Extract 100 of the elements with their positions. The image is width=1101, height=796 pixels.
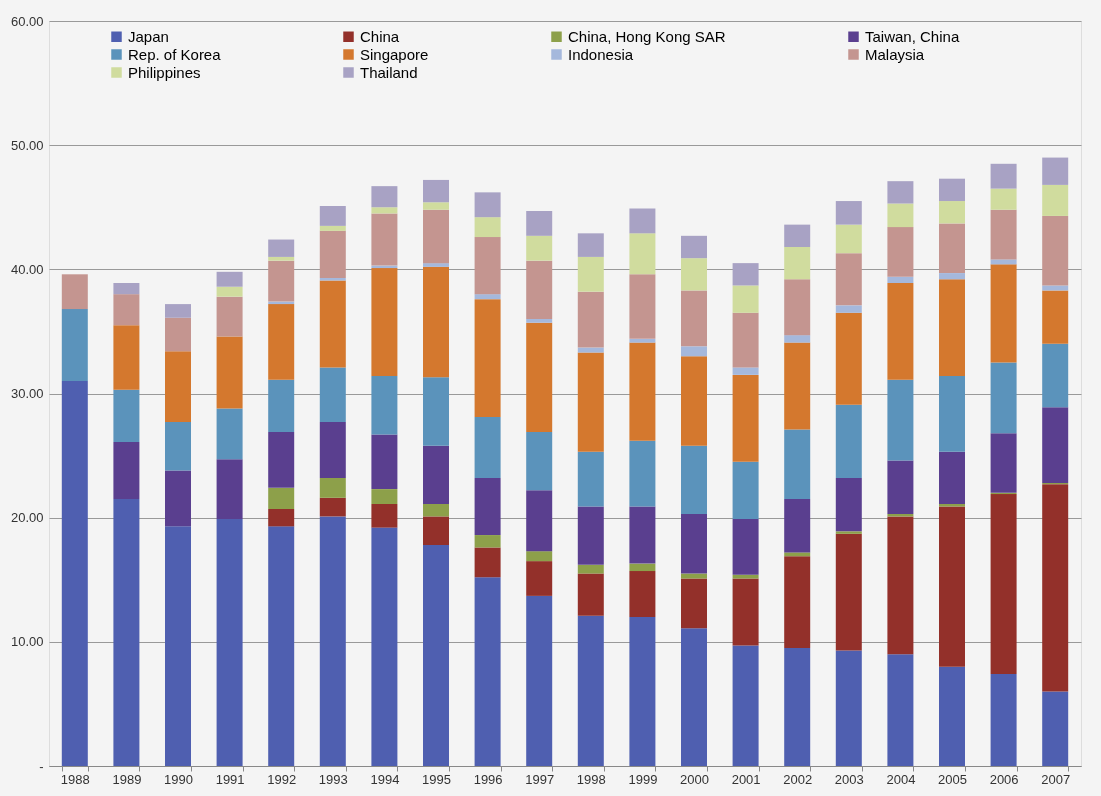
bar: [629, 233, 656, 275]
legend-label: Indonesia: [568, 45, 634, 63]
bar: [113, 294, 140, 326]
x-tick-label: 1993: [318, 771, 348, 787]
bar: [474, 547, 501, 578]
bar: [268, 487, 295, 509]
bar: [423, 445, 449, 505]
bar: [939, 223, 965, 274]
y-tick-label: 10.00: [10, 634, 44, 650]
x-tick-label: 1994: [370, 771, 400, 787]
x-tick-label: 1995: [422, 771, 451, 787]
y-tick-label: 30.00: [10, 386, 44, 401]
bar: [784, 499, 811, 553]
bar: [474, 299, 501, 418]
bar: [784, 342, 811, 430]
x-tick-label: 2007: [1041, 771, 1071, 787]
bar: [526, 235, 553, 261]
bar: [1042, 290, 1069, 344]
bar: [423, 263, 449, 267]
bar: [681, 578, 707, 629]
legend-label: Taiwan, China: [865, 27, 960, 45]
bar: [165, 351, 191, 423]
bar: [681, 445, 707, 514]
x-tick-label: 1988: [60, 771, 90, 787]
bar: [319, 422, 346, 478]
bar: [577, 256, 604, 292]
bar: [423, 202, 449, 210]
bar: [371, 186, 398, 208]
bar: [835, 477, 862, 532]
bar: [526, 210, 553, 236]
bar: [268, 239, 295, 257]
bar: [835, 201, 862, 225]
bar: [474, 192, 501, 218]
bar: [629, 208, 656, 234]
bar: [732, 645, 759, 766]
bar: [835, 533, 862, 651]
x-tick-label: 1998: [576, 771, 606, 787]
x-tick-label: 2006: [989, 771, 1019, 787]
bar: [939, 201, 965, 224]
bar: [165, 526, 191, 766]
x-tick-label: 1992: [267, 771, 297, 787]
bar: [732, 574, 759, 579]
bar: [526, 595, 553, 766]
x-tick-label: 2003: [834, 771, 864, 787]
bar: [474, 237, 501, 295]
bar: [61, 274, 88, 310]
bar: [629, 440, 656, 507]
bar: [526, 260, 553, 319]
bar: [732, 367, 759, 375]
bar: [681, 513, 707, 574]
bar: [474, 294, 501, 300]
bar: [371, 489, 398, 505]
bar: [216, 271, 243, 287]
bar: [423, 516, 449, 545]
bar: [1042, 484, 1069, 692]
legend-label: China, Hong Kong SAR: [568, 27, 726, 45]
bar: [268, 304, 295, 380]
bar: [784, 279, 811, 336]
bar: [990, 188, 1017, 210]
bar: [887, 181, 914, 204]
bar: [887, 227, 914, 277]
x-tick-label: 1997: [525, 771, 555, 787]
bar: [371, 527, 398, 766]
bar: [268, 260, 295, 302]
bar: [784, 556, 811, 649]
x-tick-label: 2002: [783, 771, 813, 787]
bar: [887, 379, 914, 461]
bar: [216, 408, 243, 460]
bar: [732, 578, 759, 646]
bar: [784, 224, 811, 247]
bar: [371, 504, 398, 528]
bar: [113, 325, 140, 390]
x-tick-label: 2001: [731, 771, 761, 787]
y-tick-label: 60.00: [10, 13, 44, 29]
bar: [835, 650, 862, 766]
bar: [423, 544, 449, 766]
bar: [939, 376, 965, 452]
bar: [577, 564, 604, 574]
bar: [474, 535, 501, 548]
bar: [887, 654, 914, 766]
bar: [887, 460, 914, 514]
bar: [268, 508, 295, 527]
bar: [319, 278, 346, 281]
bar: [784, 552, 811, 557]
bar: [319, 225, 346, 231]
bar: [732, 285, 759, 313]
bar: [1042, 343, 1069, 408]
bar: [165, 317, 191, 352]
y-tick-label: 40.00: [10, 261, 44, 277]
bar: [629, 563, 656, 572]
bar: [990, 674, 1017, 766]
bar: [319, 497, 346, 517]
bar: [423, 209, 449, 264]
bar: [268, 379, 295, 432]
bar: [784, 335, 811, 343]
bar: [732, 461, 759, 519]
bar: [939, 451, 965, 505]
bar: [939, 666, 965, 766]
bar: [577, 615, 604, 766]
bar: [784, 648, 811, 766]
